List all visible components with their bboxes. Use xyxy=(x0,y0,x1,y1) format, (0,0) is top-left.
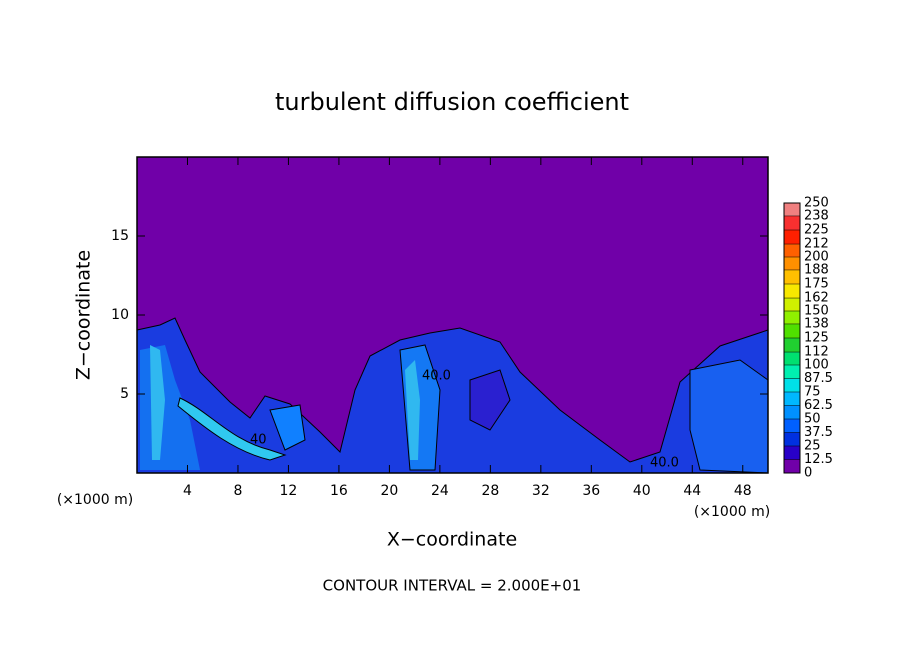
colorbar-label: 200 xyxy=(804,250,829,265)
x-tick-label: 36 xyxy=(582,483,600,499)
x-tick-label: 24 xyxy=(431,483,449,499)
field-region xyxy=(177,397,287,461)
field-region xyxy=(405,360,420,460)
x-tick-label: 4 xyxy=(183,483,192,499)
field-region xyxy=(469,369,511,431)
y-axis-label: Z−coordinate xyxy=(73,250,95,380)
x-tick-label: 40 xyxy=(633,483,651,499)
x-tick-label: 28 xyxy=(481,483,499,499)
field: 40.0 40.0 40 xyxy=(136,157,769,474)
colorbar-label: 100 xyxy=(804,358,829,373)
x-unit: (×1000 m) xyxy=(694,504,770,520)
colorbar-band xyxy=(784,459,800,473)
colorbar-label: 250 xyxy=(804,196,829,211)
colorbar-label: 75 xyxy=(804,385,821,400)
field-region xyxy=(269,404,306,451)
colorbar-label: 50 xyxy=(804,412,821,427)
x-axis-label: X−coordinate xyxy=(387,529,517,551)
footer: CONTOUR INTERVAL = 2.000E+01 xyxy=(323,577,582,595)
y-tick-label: 15 xyxy=(111,228,129,244)
colorbar-label: 175 xyxy=(804,277,829,292)
colorbar-label: 188 xyxy=(804,262,829,277)
x-tick-label: 8 xyxy=(233,483,242,499)
colorbar-band xyxy=(784,323,800,338)
colorbar-band xyxy=(784,257,800,270)
colorbar-band xyxy=(784,446,800,460)
y-unit: (×1000 m) xyxy=(57,492,133,508)
contour-label: 40 xyxy=(250,433,267,448)
contour-label: 40.0 xyxy=(650,456,679,471)
colorbar-label: 238 xyxy=(804,208,829,223)
colorbar-band xyxy=(784,298,800,311)
colorbar-band xyxy=(784,311,800,324)
x-tick-label: 16 xyxy=(330,483,348,499)
colorbar-band xyxy=(784,352,800,365)
y-tick-label: 5 xyxy=(120,386,129,402)
colorbar-band xyxy=(784,215,800,230)
x-tick-label: 48 xyxy=(734,483,752,499)
colorbar-label: 87.5 xyxy=(804,371,833,386)
colorbar-band xyxy=(784,365,800,379)
colorbar-label: 62.5 xyxy=(804,398,833,413)
y-tick-label: 10 xyxy=(111,307,129,323)
colorbar-band xyxy=(784,338,800,353)
field-region xyxy=(150,345,165,460)
colorbar-band xyxy=(784,432,800,446)
colorbar-label: 225 xyxy=(804,223,829,238)
colorbar-band xyxy=(784,405,800,419)
x-tick-label: 32 xyxy=(532,483,550,499)
contour-label: 40.0 xyxy=(422,369,451,384)
colorbar-band xyxy=(784,419,800,433)
colorbar-label: 150 xyxy=(804,304,829,319)
field-region xyxy=(689,359,769,474)
colorbar-band xyxy=(784,284,800,299)
colorbar-band xyxy=(784,203,800,216)
colorbar-band xyxy=(784,378,800,392)
colorbar-label: 162 xyxy=(804,291,829,306)
colorbar-label: 25 xyxy=(804,439,821,454)
colorbar-label: 0 xyxy=(804,466,812,481)
colorbar-label: 12.5 xyxy=(804,452,833,467)
colorbar-label: 212 xyxy=(804,237,829,252)
chart-title: turbulent diffusion coefficient xyxy=(275,88,629,116)
x-tick-label: 12 xyxy=(280,483,298,499)
x-tick-label: 20 xyxy=(380,483,398,499)
colorbar-label: 112 xyxy=(804,345,829,360)
colorbar-label: 37.5 xyxy=(804,425,833,440)
colorbar-band xyxy=(784,269,800,284)
colorbar-band xyxy=(784,230,800,245)
x-tick-label: 44 xyxy=(683,483,701,499)
colorbar-label: 138 xyxy=(804,316,829,331)
colorbar-band xyxy=(784,244,800,257)
colorbar-label: 125 xyxy=(804,331,829,346)
colorbar-band xyxy=(784,392,800,406)
